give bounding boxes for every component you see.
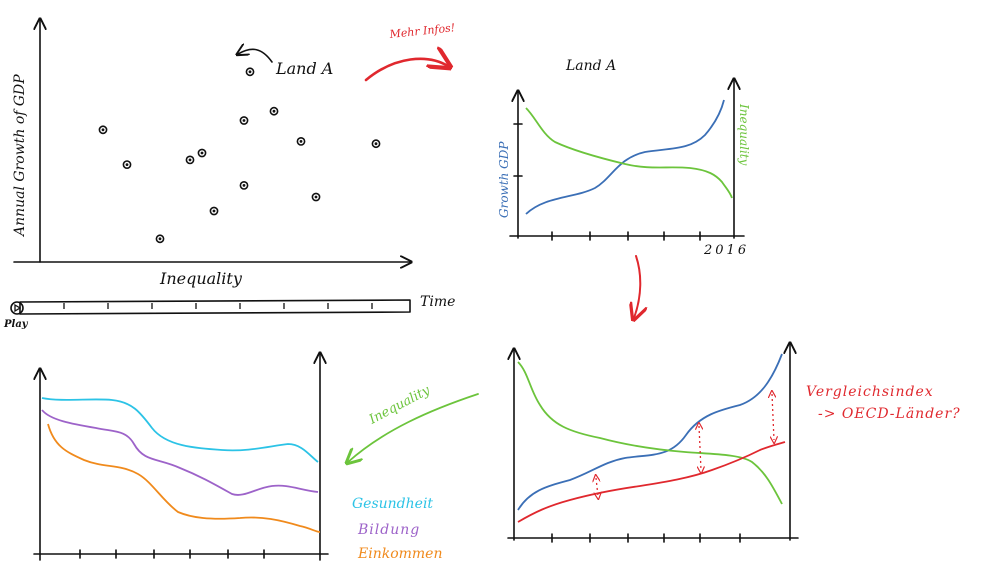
scatter-point xyxy=(197,148,207,158)
red-down-arrow xyxy=(634,255,640,318)
play-label: Play xyxy=(3,319,29,330)
play-triangle-icon[interactable] xyxy=(14,303,22,313)
timeline-ticks xyxy=(63,303,373,309)
land-a-ticks xyxy=(513,123,701,241)
scatter-point-core xyxy=(242,119,246,122)
scatter-point-core xyxy=(374,142,378,146)
legend-bildung: Bildung xyxy=(357,522,420,538)
oecd-laender-label: -> OECD-Länder? xyxy=(818,406,961,422)
land-a-year-label: 2016 xyxy=(703,243,749,258)
land-a-growth-line xyxy=(525,99,725,215)
gap-marker-1 xyxy=(596,478,598,496)
scatter-point xyxy=(155,234,165,244)
legend-einkommen: Einkommen xyxy=(357,546,442,562)
vergleichsindex-label: Vergleichsindex xyxy=(806,384,934,400)
scatter-point-core xyxy=(188,158,192,162)
scatter-point xyxy=(239,180,249,190)
scatter-point xyxy=(296,136,306,146)
land-a-callout-label: Land A xyxy=(275,59,333,78)
inequality-arrow-annotation: Inequality xyxy=(348,383,479,462)
bildung-line xyxy=(41,409,319,496)
timeline-label: Time xyxy=(420,294,455,310)
scatter-point-core xyxy=(158,237,162,241)
land-a-inequality-line xyxy=(525,107,733,199)
land-a-panel: Land A Growth GDP Inequality 2016 xyxy=(497,58,751,258)
scatter-ylabel: Annual Growth of GDP xyxy=(12,74,28,238)
scatter-point xyxy=(98,125,108,135)
scatter-point-core xyxy=(272,109,276,113)
comparison-panel: Vergleichsindex -> OECD-Länder? xyxy=(507,344,961,543)
land-a-inequality-label: Inequality xyxy=(737,103,751,166)
scatter-point-core xyxy=(314,195,318,199)
land-a-callout-arrow xyxy=(238,49,273,63)
scatter-point-core xyxy=(101,128,105,132)
einkommen-line xyxy=(47,423,321,533)
gap-marker-2 xyxy=(699,426,701,470)
land-a-growth-label: Growth GDP xyxy=(497,141,511,218)
scatter-xlabel: Inequality xyxy=(159,269,243,288)
dimensions-legend: Gesundheit Bildung Einkommen xyxy=(352,496,442,562)
inequality-arrow xyxy=(348,393,479,462)
scatter-point xyxy=(209,206,219,216)
scatter-point-core xyxy=(248,70,252,74)
land-a-title: Land A xyxy=(565,58,616,74)
play-icon[interactable] xyxy=(10,301,24,315)
inequality-arrow-label: Inequality xyxy=(366,383,433,428)
gap-marker-3 xyxy=(772,394,774,440)
scatter-point xyxy=(185,155,195,165)
legend-gesundheit: Gesundheit xyxy=(352,496,433,512)
scatter-point xyxy=(245,67,255,77)
mehr-infos-label: Mehr Infos! xyxy=(388,21,456,41)
scatter-point-core xyxy=(125,163,129,167)
gesundheit-line xyxy=(41,397,319,463)
scatter-point-core xyxy=(200,151,204,155)
timeline-track[interactable] xyxy=(19,299,411,315)
scatter-point xyxy=(311,192,321,202)
timeline[interactable]: Time xyxy=(19,294,455,315)
mehr-infos-annotation: Mehr Infos! xyxy=(364,21,456,82)
scatter-point-core xyxy=(212,209,216,213)
scatter-point xyxy=(239,116,249,125)
scatter-point xyxy=(122,160,132,169)
scatter-point xyxy=(371,139,381,149)
scatter-point-core xyxy=(299,140,303,143)
comparison-index-line xyxy=(517,441,786,523)
play-button[interactable]: Play xyxy=(3,301,29,330)
scatter-point-core xyxy=(242,184,246,187)
comparison-ticks xyxy=(551,533,741,543)
dimensions-ticks xyxy=(79,549,265,559)
mehr-infos-arrow xyxy=(364,59,448,82)
scatter-panel: Inequality Annual Growth of GDP Land A xyxy=(12,20,410,288)
scatter-point xyxy=(269,106,279,116)
comparison-inequality-line xyxy=(517,361,783,505)
dimensions-panel xyxy=(33,354,329,561)
comparison-growth-line xyxy=(517,353,783,511)
scatter-points xyxy=(98,67,381,244)
